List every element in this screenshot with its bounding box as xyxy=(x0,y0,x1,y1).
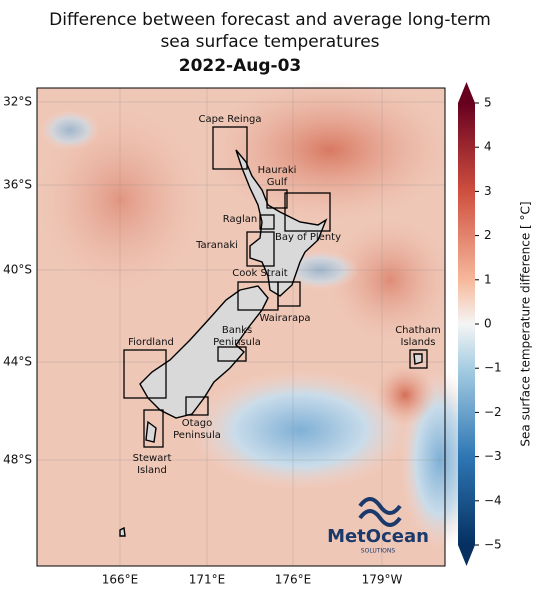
region-box xyxy=(409,349,428,369)
region-label: Gulf xyxy=(267,177,288,188)
region-label: Taranaki xyxy=(195,240,238,251)
region-box xyxy=(212,126,248,170)
region-label: Chatham xyxy=(395,325,441,336)
region-label: Stewart xyxy=(133,453,172,464)
region-label: Islands xyxy=(401,337,436,348)
lon-label: 179°W xyxy=(362,573,403,587)
region-box xyxy=(284,192,331,232)
lon-label: 171°E xyxy=(189,573,226,587)
colorbar-tick-label: −2 xyxy=(484,405,502,419)
colorbar-tick-label: −4 xyxy=(484,493,502,507)
region-label: Peninsula xyxy=(213,337,261,348)
region-label: Raglan xyxy=(223,214,257,225)
region-label: Banks xyxy=(222,325,252,336)
title-line: Difference between forecast and average … xyxy=(49,10,491,30)
region-box xyxy=(246,231,275,267)
colorbar-tick-label: 0 xyxy=(484,317,492,331)
region-box xyxy=(259,214,275,230)
region-label: Otago xyxy=(182,418,212,429)
region-box xyxy=(277,281,301,307)
region-label: Hauraki xyxy=(258,165,297,176)
region-box xyxy=(143,409,164,448)
lat-label: 36°S xyxy=(3,178,32,192)
region-label: Island xyxy=(137,465,167,476)
lat-label: 48°S xyxy=(3,453,32,467)
lat-label: 44°S xyxy=(3,355,32,369)
colorbar-tick-label: −3 xyxy=(484,449,502,463)
region-box xyxy=(123,349,167,399)
colorbar-tick-label: 2 xyxy=(484,228,492,242)
colorbar-tick-label: 5 xyxy=(484,96,492,110)
colorbar-label: Sea surface temperature difference [ °C] xyxy=(519,201,533,446)
lat-label: 40°S xyxy=(3,263,32,277)
lat-label: 32°S xyxy=(3,95,32,109)
logo-sub: SOLUTIONS xyxy=(361,548,396,555)
logo: MetOcean SOLUTIONS xyxy=(327,497,429,555)
colorbar-tick-label: 1 xyxy=(484,272,492,286)
region-box xyxy=(185,396,209,416)
region-box xyxy=(266,189,288,209)
lon-label: 176°E xyxy=(275,573,312,587)
region-label: Cook Strait xyxy=(232,268,287,279)
region-label: Wairarapa xyxy=(259,313,310,324)
colorbar-tick-label: 3 xyxy=(484,184,492,198)
region-label: Cape Reinga xyxy=(198,114,261,125)
lon-label: 166°E xyxy=(102,573,139,587)
colorbar-tick-label: 4 xyxy=(484,140,492,154)
date: 2022-Aug-03 xyxy=(179,56,302,76)
colorbar-tick-label: −5 xyxy=(484,538,502,552)
colorbar-tick-label: −1 xyxy=(484,361,502,375)
title-line: sea surface temperatures xyxy=(160,32,379,52)
logo-name: MetOcean xyxy=(327,526,429,547)
region-label: Fiordland xyxy=(128,337,174,348)
region-label: Bay of Plenty xyxy=(275,232,341,243)
region-box xyxy=(217,346,247,362)
region-label: Peninsula xyxy=(173,430,221,441)
